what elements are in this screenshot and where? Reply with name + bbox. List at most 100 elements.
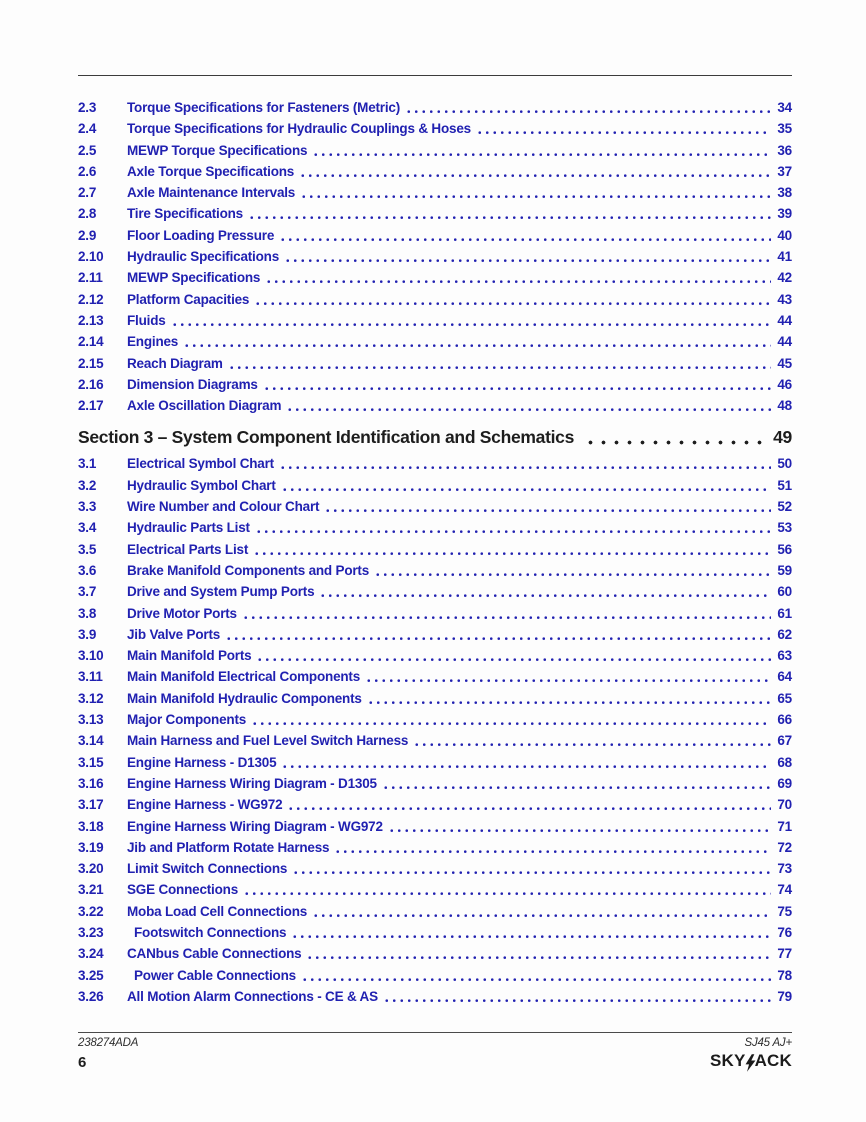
dot-leader xyxy=(310,900,771,922)
toc-entry-number: 2.10 xyxy=(78,249,104,265)
toc-entry-number: 3.18 xyxy=(78,818,104,834)
dot-leader xyxy=(298,964,771,986)
dot-leader xyxy=(285,794,771,816)
toc-entry-number: 3.5 xyxy=(78,541,97,557)
toc-section-page: 49 xyxy=(773,427,792,448)
toc-entry[interactable]: 3.2 Hydraulic Symbol Chart 51 xyxy=(78,474,792,497)
dot-leader xyxy=(385,815,771,837)
toc-entry[interactable]: 3.9 Jib Valve Ports 62 xyxy=(78,623,792,646)
toc-entry-number: 2.16 xyxy=(78,376,104,392)
toc-entry[interactable]: 3.13 Major Components 66 xyxy=(78,709,792,731)
dot-leader xyxy=(298,182,771,204)
toc-entry[interactable]: 2.16 Dimension Diagrams 46 xyxy=(78,373,792,396)
logo-text-ack: ACK xyxy=(754,1051,792,1070)
toc-entry-title: Torque Specifications for Hydraulic Coup… xyxy=(127,121,471,137)
toc-entry[interactable]: 3.25 Power Cable Connections 78 xyxy=(78,964,792,986)
dot-leader xyxy=(332,836,771,859)
toc-entry-title: Main Manifold Hydraulic Components xyxy=(127,690,362,706)
toc-entry[interactable]: 3.14 Main Harness and Fuel Level Switch … xyxy=(78,730,792,752)
toc-entry-page: 50 xyxy=(777,456,792,472)
toc-entry[interactable]: 2.13 Fluids 44 xyxy=(78,309,792,332)
toc-entry[interactable]: 3.16 Engine Harness Wiring Diagram - D13… xyxy=(78,772,792,795)
toc-entry-title: Main Manifold Ports xyxy=(127,648,252,664)
toc-entry[interactable]: 2.3 Torque Specifications for Fasteners … xyxy=(78,97,792,119)
toc-entry-title: All Motion Alarm Connections - CE & AS xyxy=(127,988,378,1004)
toc-entry-page: 52 xyxy=(777,499,792,515)
toc-section-title: Section 3 – System Component Identificat… xyxy=(78,427,575,448)
toc-entry-page: 42 xyxy=(777,270,792,286)
toc-entry[interactable]: 3.23 Footswitch Connections 76 xyxy=(78,921,792,944)
toc-entry[interactable]: 3.22 Moba Load Cell Connections 75 xyxy=(78,900,792,922)
toc-entry-title: Main Manifold Electrical Components xyxy=(127,669,361,685)
toc-entry-number: 3.21 xyxy=(78,882,104,898)
toc-entry[interactable]: 2.15 Reach Diagram 45 xyxy=(78,352,792,374)
toc-entry-number: 2.3 xyxy=(78,100,97,115)
toc-entry[interactable]: 2.8 Tire Specifications 39 xyxy=(78,203,792,225)
toc-entry-page: 67 xyxy=(777,733,792,749)
toc-entry[interactable]: 3.7 Drive and System Pump Ports 60 xyxy=(78,581,792,603)
dot-leader xyxy=(363,666,771,688)
toc-entry-title: Engines xyxy=(127,334,179,350)
toc-entry[interactable]: 3.15 Engine Harness - D1305 68 xyxy=(78,751,792,773)
toc-entry[interactable]: 2.12 Platform Capacities 43 xyxy=(78,288,792,310)
toc-entry-number: 2.8 xyxy=(78,206,97,222)
toc-section-heading[interactable]: Section 3 – System Component Identificat… xyxy=(78,424,792,452)
toc-entry[interactable]: 2.5 MEWP Torque Specifications 36 xyxy=(78,139,792,161)
toc-entry[interactable]: 3.18 Engine Harness Wiring Diagram - WG9… xyxy=(78,815,792,837)
toc-entry[interactable]: 2.9 Floor Loading Pressure 40 xyxy=(78,224,792,247)
toc-entry[interactable]: 2.6 Axle Torque Specifications 37 xyxy=(78,160,792,183)
toc-entry-page: 66 xyxy=(777,712,792,728)
toc-entry[interactable]: 2.7 Axle Maintenance Intervals 38 xyxy=(78,182,792,204)
dot-leader xyxy=(279,751,771,773)
model-number: SJ45 AJ+ xyxy=(744,1037,792,1049)
toc-entry-title: CANbus Cable Connections xyxy=(127,946,302,962)
toc-entry[interactable]: 3.11 Main Manifold Electrical Components… xyxy=(78,666,792,688)
dot-leader xyxy=(403,97,771,119)
dot-leader xyxy=(254,645,771,667)
dot-leader xyxy=(181,331,771,353)
toc-entry[interactable]: 3.12 Main Manifold Hydraulic Components … xyxy=(78,687,792,710)
toc-entry[interactable]: 2.14 Engines 44 xyxy=(78,331,792,353)
toc-entry[interactable]: 2.10 Hydraulic Specifications 41 xyxy=(78,246,792,268)
toc-entry-page: 41 xyxy=(777,249,792,265)
dot-leader xyxy=(289,921,771,944)
toc-entry-page: 45 xyxy=(777,355,792,371)
toc-entry[interactable]: 3.24 CANbus Cable Connections 77 xyxy=(78,943,792,965)
toc-entry-number: 3.22 xyxy=(78,903,104,919)
toc-entry[interactable]: 3.17 Engine Harness - WG972 70 xyxy=(78,794,792,816)
dot-leader xyxy=(290,858,771,880)
toc-entry[interactable]: 3.3 Wire Number and Colour Chart 52 xyxy=(78,496,792,518)
toc-entry-number: 3.25 xyxy=(78,967,104,983)
toc-entry[interactable]: 3.10 Main Manifold Ports 63 xyxy=(78,645,792,667)
toc-entry-page: 74 xyxy=(777,882,792,898)
toc-entry[interactable]: 3.4 Hydraulic Parts List 53 xyxy=(78,517,792,539)
toc-entry-title: Engine Harness - WG972 xyxy=(127,797,283,813)
toc-entry[interactable]: 3.26 All Motion Alarm Connections - CE &… xyxy=(78,985,792,1008)
toc-entry[interactable]: 2.17 Axle Oscillation Diagram 48 xyxy=(78,395,792,417)
toc-entry-title: Axle Oscillation Diagram xyxy=(127,398,282,414)
toc-entry[interactable]: 2.4 Torque Specifications for Hydraulic … xyxy=(78,118,792,140)
toc-entry[interactable]: 3.8 Drive Motor Ports 61 xyxy=(78,602,792,624)
toc-entry-page: 56 xyxy=(777,541,792,557)
toc-entry-title: Drive and System Pump Ports xyxy=(127,584,315,600)
toc-entry[interactable]: 3.20 Limit Switch Connections 73 xyxy=(78,858,792,880)
toc-entry-title: Platform Capacities xyxy=(127,291,250,307)
toc-entry-page: 70 xyxy=(777,797,792,813)
logo-text-sky: SKY xyxy=(710,1051,746,1070)
toc-entry-number: 3.8 xyxy=(78,605,97,621)
dot-leader xyxy=(249,709,771,731)
toc-entry-number: 3.9 xyxy=(78,626,97,642)
toc-entry[interactable]: 2.11 MEWP Specifications 42 xyxy=(78,267,792,289)
toc-entry[interactable]: 3.1 Electrical Symbol Chart 50 xyxy=(78,453,792,475)
toc-entry-number: 3.12 xyxy=(78,690,104,706)
dot-leader xyxy=(241,879,771,901)
toc-entry-title: Footswitch Connections xyxy=(134,924,287,940)
toc-entry-page: 75 xyxy=(777,903,792,919)
toc-entry-page: 44 xyxy=(777,334,792,350)
toc-entry[interactable]: 3.19 Jib and Platform Rotate Harness 72 xyxy=(78,836,792,859)
toc-entry-title: Engine Harness Wiring Diagram - D1305 xyxy=(127,775,377,791)
toc-entry[interactable]: 3.5 Electrical Parts List 56 xyxy=(78,538,792,560)
toc-entry[interactable]: 3.21 SGE Connections 74 xyxy=(78,879,792,901)
toc-entry-title: MEWP Specifications xyxy=(127,270,261,286)
toc-entry[interactable]: 3.6 Brake Manifold Components and Ports … xyxy=(78,559,792,582)
